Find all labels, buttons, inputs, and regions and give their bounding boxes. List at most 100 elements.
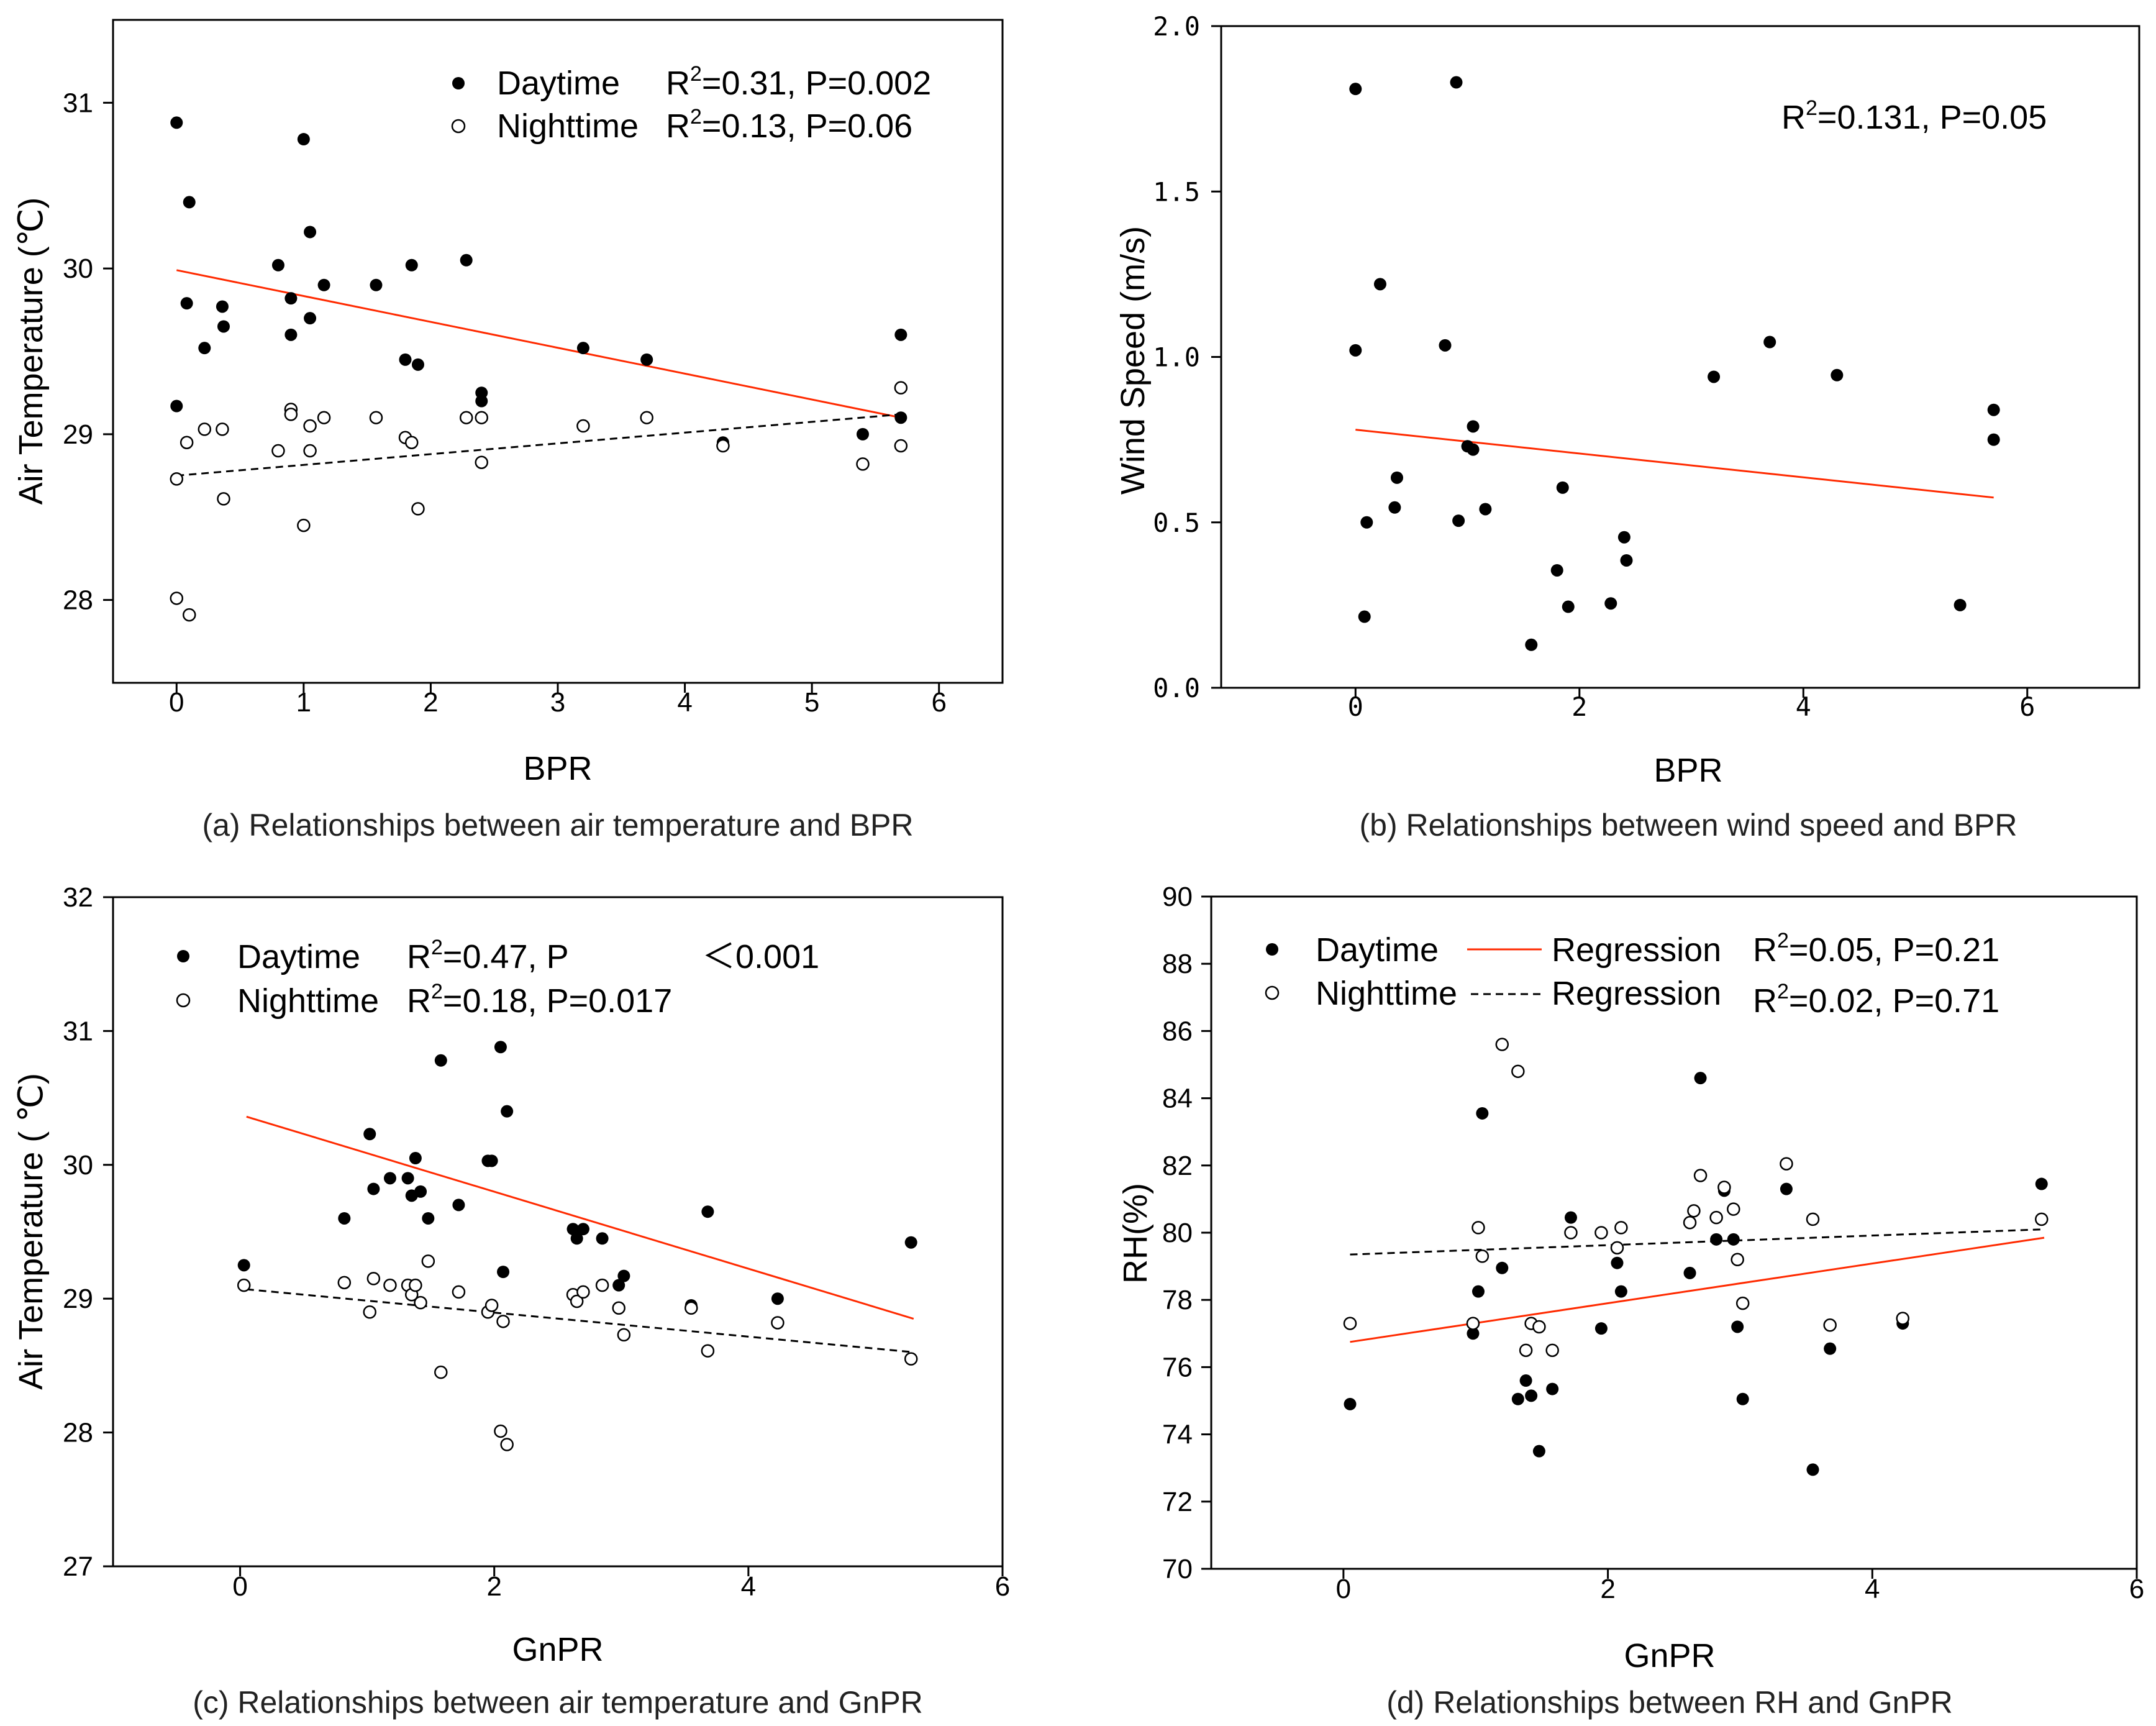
point-daytime [1564, 1211, 1577, 1224]
y-tick-label: 2.0 [1153, 11, 1200, 42]
point-nighttime [484, 1299, 499, 1312]
point-daytime [422, 1212, 435, 1225]
point-wind-speed [1987, 403, 2000, 416]
x-axis-title: BPR [523, 750, 592, 787]
x-tick-label: 2 [486, 1571, 501, 1602]
point-nighttime [1564, 1226, 1578, 1240]
point-nighttime [369, 411, 383, 424]
point-nighttime [317, 411, 331, 424]
legend-label-nighttime: Nighttime [1316, 975, 1457, 1012]
y-tick-label: 31 [63, 88, 93, 118]
point-daytime [640, 353, 653, 366]
point-nighttime [1896, 1312, 1909, 1325]
point-daytime [1710, 1233, 1723, 1246]
point-wind-speed [1620, 554, 1633, 567]
point-daytime [1727, 1233, 1740, 1246]
y-tick-label: 0.0 [1153, 673, 1200, 703]
y-tick-label: 78 [1162, 1285, 1193, 1315]
regression-line-series-1 [1350, 1236, 2045, 1343]
legend-stat-daytime: R2=0.31, P=0.002 [666, 62, 931, 102]
point-nighttime [496, 1315, 510, 1328]
point-nighttime [404, 436, 419, 449]
point-nighttime [1806, 1212, 1820, 1226]
y-tick-label: 82 [1162, 1151, 1193, 1181]
legend-stat-daytime-pvalue: ＜0.001 [702, 938, 819, 975]
point-daytime [904, 1236, 917, 1249]
point-nighttime [434, 1365, 448, 1379]
point-nighttime [1731, 1253, 1744, 1267]
legend-marker-daytime [452, 77, 465, 89]
x-tick-label: 3 [550, 687, 565, 718]
legend-label-regression-nighttime: Regression [1552, 975, 1721, 1012]
y-tick-label: 27 [63, 1551, 93, 1582]
legend-label-nighttime: Nighttime [237, 982, 379, 1020]
point-nighttime [1693, 1169, 1708, 1182]
point-wind-speed [1525, 638, 1538, 651]
y-tick-label: 86 [1162, 1016, 1193, 1046]
point-nighttime [409, 1278, 422, 1292]
x-tick-label: 6 [2129, 1574, 2144, 1604]
point-daytime [570, 1232, 583, 1245]
x-tick-labels: 0 2 4 6 [1348, 688, 2035, 722]
point-nighttime [1343, 1317, 1357, 1330]
regression-lines [1355, 429, 1994, 499]
regression-line-series-2 [176, 413, 901, 477]
panel-a-air-temperature-vs-bpr: 0 1 2 3 4 5 6 28 29 30 31 BPR Air Temperature (℃)… [12, 19, 1004, 842]
point-nighttime [475, 455, 489, 469]
x-tick-label: 0 [1336, 1574, 1351, 1604]
point-wind-speed [1617, 531, 1631, 544]
point-wind-speed [1450, 76, 1463, 89]
point-daytime [180, 297, 193, 310]
point-daytime [216, 300, 229, 313]
y-tick-label: 32 [63, 882, 93, 913]
point-wind-speed [1831, 368, 1844, 381]
point-nighttime [1466, 1317, 1480, 1330]
y-tick-label: 1.5 [1153, 176, 1200, 207]
point-nighttime [716, 439, 730, 453]
point-daytime [1736, 1392, 1749, 1405]
point-nighttime [459, 411, 473, 424]
point-daytime [701, 1205, 714, 1218]
x-tick-label: 0 [169, 687, 184, 718]
regression-line-series-1 [176, 269, 901, 419]
point-daytime [501, 1105, 514, 1118]
point-wind-speed [1763, 336, 1776, 349]
point-nighttime [1545, 1343, 1559, 1358]
point-daytime [284, 292, 298, 305]
point-daytime [1731, 1320, 1744, 1333]
plot-area-frame [112, 896, 1004, 1568]
point-wind-speed [1358, 610, 1371, 623]
point-nighttime [500, 1438, 514, 1451]
stat-annotation: R2=0.131, P=0.05 [1781, 96, 2047, 136]
x-axis-title: GnPR [512, 1631, 603, 1668]
point-daytime [1824, 1342, 1837, 1355]
x-tick-label: 4 [1796, 692, 1811, 722]
point-nighttime [170, 591, 184, 605]
point-daytime [2035, 1177, 2048, 1190]
point-wind-speed [1604, 597, 1617, 610]
y-tick-label: 72 [1162, 1487, 1193, 1517]
x-axis-title: BPR [1653, 752, 1722, 789]
point-nighttime [1471, 1221, 1485, 1235]
y-axis-title: Air Temperature (℃) [12, 198, 50, 505]
y-tick-label: 31 [63, 1016, 93, 1046]
x-tick-label: 1 [296, 687, 311, 718]
point-daytime [217, 320, 230, 333]
regression-lines [1350, 1228, 2045, 1343]
point-nighttime [284, 408, 298, 421]
point-nighttime [1717, 1180, 1731, 1194]
y-tick-label: 28 [63, 585, 93, 616]
legend: Daytime R2=0.47, P ＜0.001 Nighttime R2=0… [176, 936, 819, 1020]
legend-marker-daytime [1266, 943, 1278, 956]
y-tick-label: 30 [63, 253, 93, 284]
point-nighttime [904, 1352, 918, 1366]
legend-label-daytime: Daytime [1316, 931, 1439, 969]
point-nighttime [414, 1295, 427, 1310]
regression-lines [176, 269, 901, 477]
y-tick-label: 29 [63, 1284, 93, 1314]
point-daytime [297, 133, 310, 146]
point-nighttime [701, 1344, 715, 1358]
point-daytime [1511, 1392, 1524, 1405]
point-daytime [405, 258, 418, 272]
y-tick-labels: 28 29 30 31 [63, 88, 113, 616]
